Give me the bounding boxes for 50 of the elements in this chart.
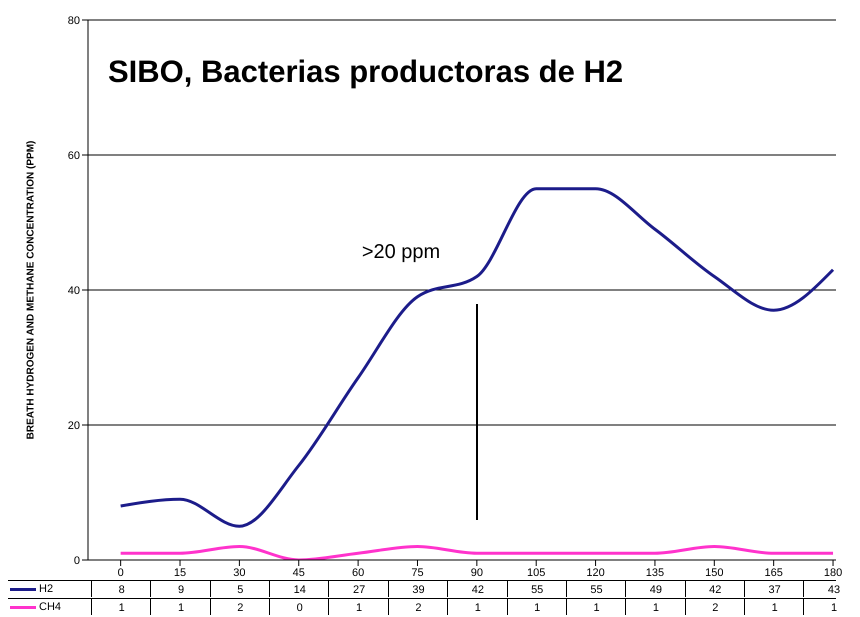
data-label: 0 <box>269 599 330 615</box>
x-tick-label: 135 <box>646 566 664 579</box>
data-label: 55 <box>506 581 567 597</box>
y-tick-label: 20 <box>68 420 80 432</box>
data-label: 2 <box>684 599 745 615</box>
x-tick-label: 0 <box>118 566 124 579</box>
data-label: 27 <box>328 581 389 597</box>
legend-label: CH4 <box>39 601 62 613</box>
annotation: >20 ppm <box>362 241 440 264</box>
line-series <box>119 187 835 528</box>
data-label: 5 <box>210 581 270 597</box>
data-label: 1 <box>90 599 152 615</box>
y-tick-label: 60 <box>68 150 80 162</box>
data-label: 2 <box>210 599 270 615</box>
data-label: 1 <box>150 599 211 615</box>
data-label: 14 <box>269 581 330 597</box>
data-label: 9 <box>150 581 211 597</box>
data-label: 42 <box>684 581 745 597</box>
x-tick-label: 180 <box>824 566 842 579</box>
text: SIBO, Bacterias productoras de H2 <box>108 54 624 90</box>
y-tick-label: 40 <box>68 284 80 297</box>
data-label: 1 <box>803 599 860 615</box>
x-tick-label: 30 <box>233 566 246 579</box>
data-label: 1 <box>566 599 626 615</box>
data-label: 1 <box>506 599 567 615</box>
x-tick-label: 165 <box>764 566 783 579</box>
data-label: 39 <box>388 581 448 597</box>
data-label: 49 <box>625 581 686 597</box>
data-label: 55 <box>566 581 626 597</box>
y-tick-label: 80 <box>68 14 80 27</box>
data-label: 2 <box>388 599 448 615</box>
x-tick-label: 60 <box>352 566 364 579</box>
data-label: 1 <box>625 599 686 615</box>
x-tick-label: 45 <box>292 566 305 579</box>
data-label: 1 <box>447 599 508 615</box>
x-tick-label: 75 <box>411 566 424 579</box>
y-tick-label: 0 <box>74 554 80 567</box>
legend-label: H2 <box>39 583 54 595</box>
data-label: 42 <box>447 581 508 597</box>
x-tick-label: 15 <box>174 566 186 579</box>
x-tick-label: 120 <box>586 566 605 579</box>
x-tick-label: 105 <box>527 566 546 579</box>
y-axis-title: BREATH HYDROGEN AND METHANE CONCENTRATION (PPM) <box>26 140 37 440</box>
data-label: 37 <box>744 581 804 597</box>
data-label: 43 <box>803 581 860 597</box>
x-tick-label: 150 <box>705 566 724 579</box>
data-label: 1 <box>328 599 389 615</box>
data-label: 1 <box>744 599 804 615</box>
data-label: 8 <box>90 581 152 597</box>
x-tick-label: 90 <box>470 566 483 579</box>
